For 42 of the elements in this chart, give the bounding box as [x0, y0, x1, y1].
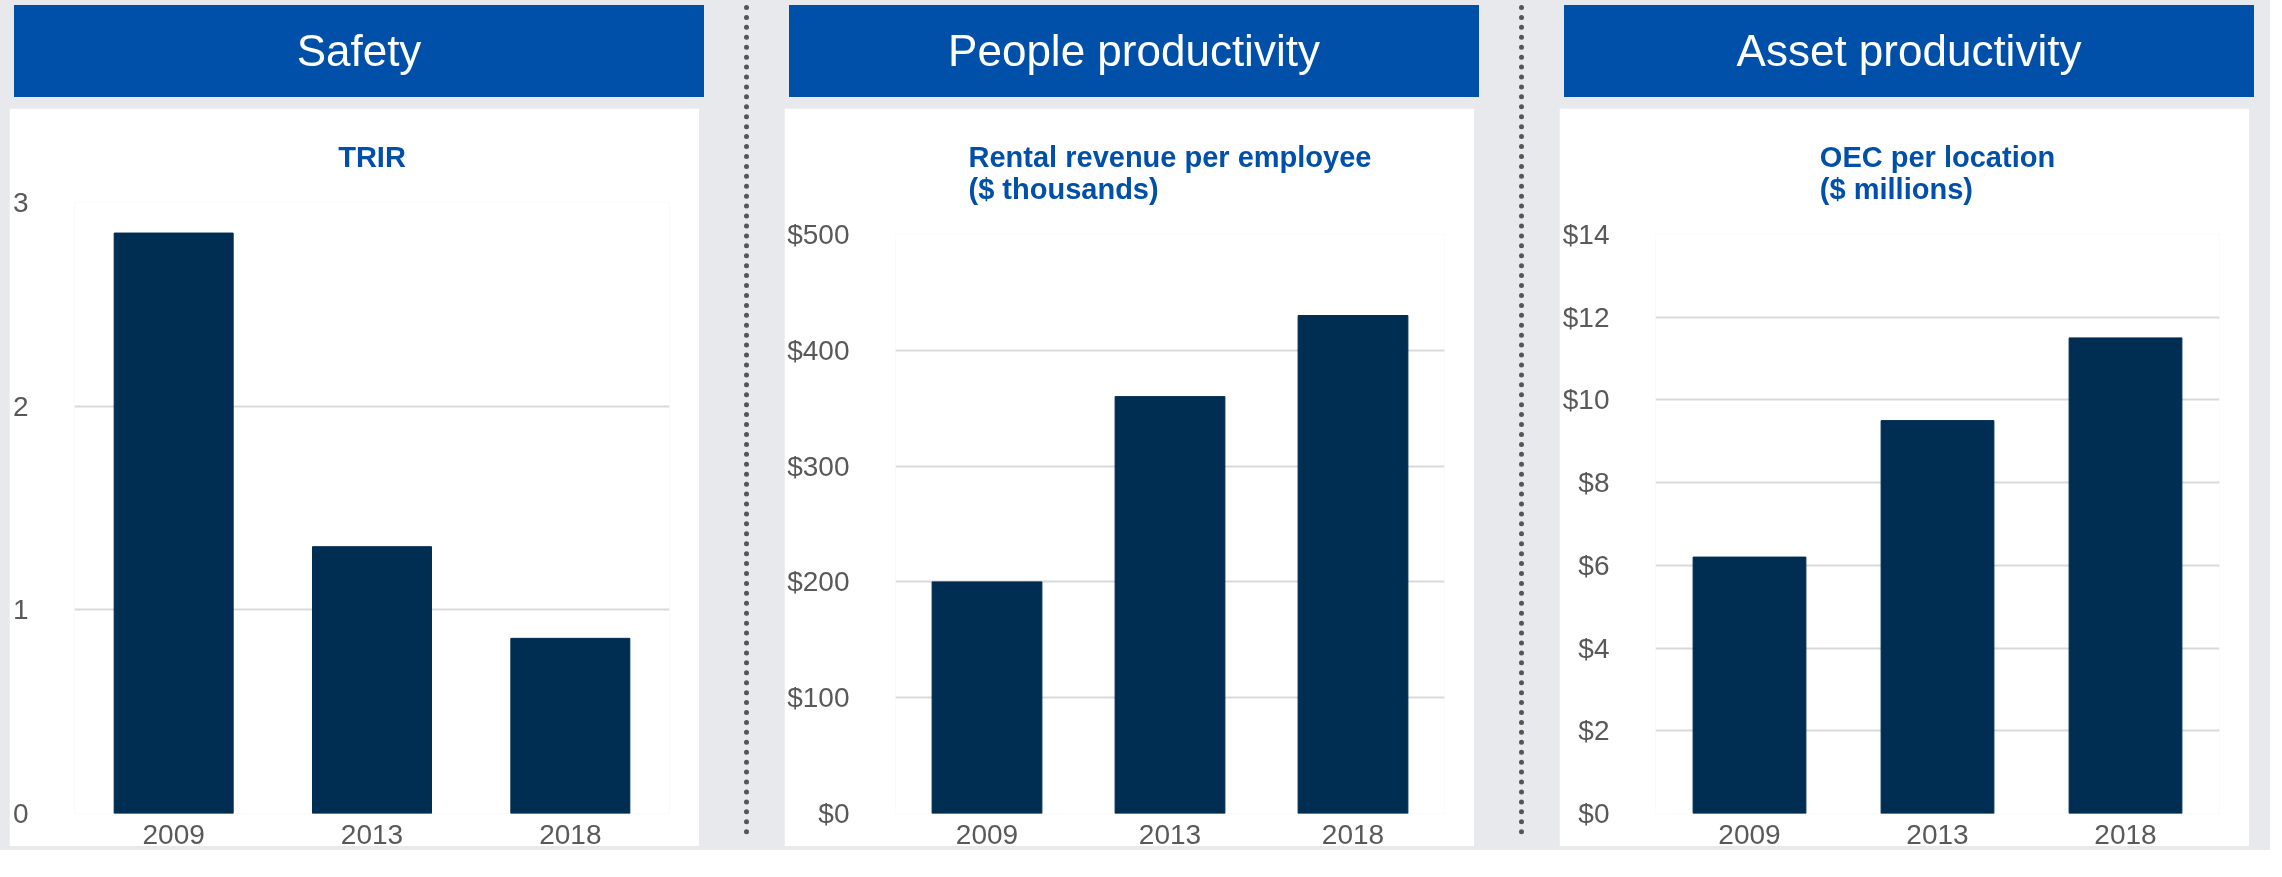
y-tick-label: $10	[1562, 384, 1610, 416]
chart-subtitle: Rental revenue per employee ($ thousands)	[968, 140, 1372, 205]
x-tick-label: 2009	[1718, 818, 1781, 850]
x-tick-label: 2013	[340, 818, 404, 850]
y-tick-label: $14	[1562, 219, 1610, 250]
chart-title: People productivity	[948, 24, 1320, 77]
y-tick-label: $300	[787, 450, 850, 482]
y-tick-label: 1	[12, 594, 29, 626]
y-tick-label: $200	[787, 566, 850, 598]
y-tick-label: 2	[12, 390, 29, 422]
chart-subtitle: OEC per location ($ millions)	[1819, 140, 2056, 205]
y-tick-label: $12	[1562, 301, 1610, 333]
bar	[1692, 556, 1807, 814]
chart-title: Asset productivity	[1736, 24, 2082, 77]
chart-subtitle: TRIR	[338, 140, 406, 173]
x-tick-label: 2018	[539, 818, 602, 850]
y-tick-label: 3	[12, 187, 29, 218]
y-tick-label: $500	[787, 219, 850, 250]
bar	[113, 232, 234, 814]
y-tick-label: $6	[1578, 549, 1610, 581]
y-tick-label: $8	[1578, 467, 1610, 499]
y-tick-label: $0	[1578, 798, 1610, 829]
y-tick-label: $100	[787, 682, 850, 714]
y-tick-label: $2	[1578, 715, 1610, 747]
x-tick-label: 2009	[955, 818, 1019, 850]
bar	[1114, 396, 1226, 814]
x-tick-label: 2018	[1321, 818, 1385, 850]
y-tick-label: $400	[787, 334, 850, 366]
bar	[1880, 420, 1995, 814]
bar	[510, 637, 631, 814]
chart-title: Safety	[296, 24, 422, 77]
x-tick-label: 2013	[1906, 818, 1969, 850]
y-tick-label: 0	[12, 798, 29, 829]
bar	[312, 546, 432, 814]
bar	[1297, 315, 1409, 814]
x-tick-label: 2013	[1138, 818, 1202, 850]
y-tick-label: $0	[818, 798, 850, 829]
x-tick-label: 2009	[142, 818, 205, 850]
bar	[2068, 337, 2183, 814]
bar	[931, 581, 1043, 814]
y-tick-label: $4	[1578, 632, 1610, 664]
x-tick-label: 2018	[2094, 818, 2157, 850]
